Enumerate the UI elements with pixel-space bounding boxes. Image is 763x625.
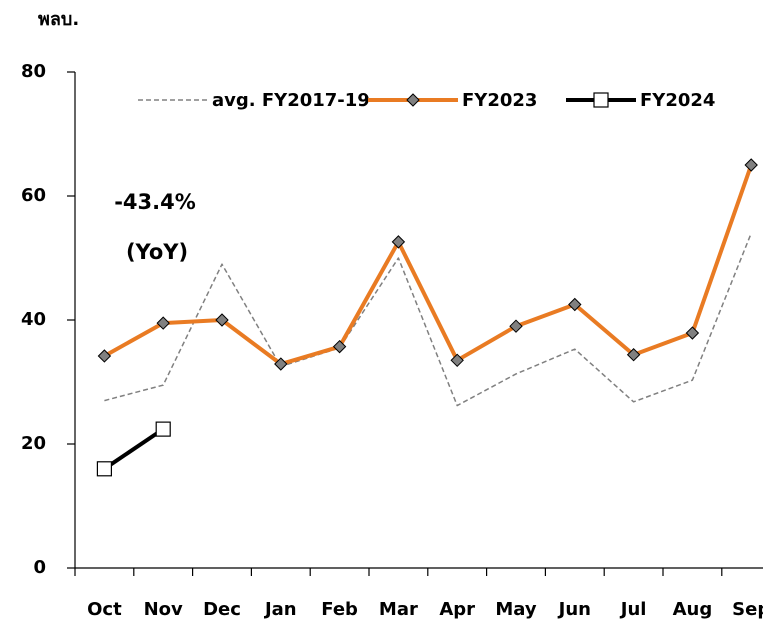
y-unit: พลบ. xyxy=(38,9,79,30)
y-tick-label: 0 xyxy=(33,557,46,578)
marker xyxy=(391,235,406,249)
marker xyxy=(744,158,758,172)
x-tick-label: Oct xyxy=(87,599,122,620)
legend-label: FY2023 xyxy=(462,90,537,111)
marker xyxy=(156,316,170,330)
marker xyxy=(685,326,700,340)
annotation: -43.4% xyxy=(114,190,196,214)
marker xyxy=(215,313,229,327)
x-tick-label: Jun xyxy=(557,599,591,620)
y-tick-label: 60 xyxy=(21,185,46,206)
legend-label: FY2024 xyxy=(640,90,715,111)
marker xyxy=(155,421,171,437)
marker xyxy=(626,348,641,362)
marker xyxy=(97,349,112,363)
annotation: (YoY) xyxy=(126,240,188,264)
marker xyxy=(568,297,582,312)
marker xyxy=(509,319,523,333)
x-tick-label: Apr xyxy=(439,599,475,620)
marker xyxy=(274,357,288,371)
x-tick-label: Sep xyxy=(732,599,763,620)
legend-label: avg. FY2017-19 xyxy=(212,90,370,111)
x-tick-label: Nov xyxy=(144,599,183,620)
series-line xyxy=(103,427,165,471)
x-tick-label: Jul xyxy=(619,599,647,620)
marker xyxy=(593,92,609,108)
x-tick-label: Mar xyxy=(379,599,418,620)
marker xyxy=(96,461,113,477)
x-tick-label: Feb xyxy=(321,599,358,620)
marker xyxy=(406,93,420,107)
series-line xyxy=(103,164,754,367)
x-tick-label: Dec xyxy=(203,599,241,620)
marker xyxy=(332,339,347,354)
y-tick-label: 40 xyxy=(21,309,46,330)
series-line xyxy=(104,232,752,407)
y-tick-label: 20 xyxy=(21,433,46,454)
x-tick-label: Aug xyxy=(673,599,713,620)
y-tick-label: 80 xyxy=(21,61,46,82)
marker xyxy=(450,353,464,368)
x-tick-label: May xyxy=(495,599,537,620)
x-tick-label: Jan xyxy=(263,599,297,620)
